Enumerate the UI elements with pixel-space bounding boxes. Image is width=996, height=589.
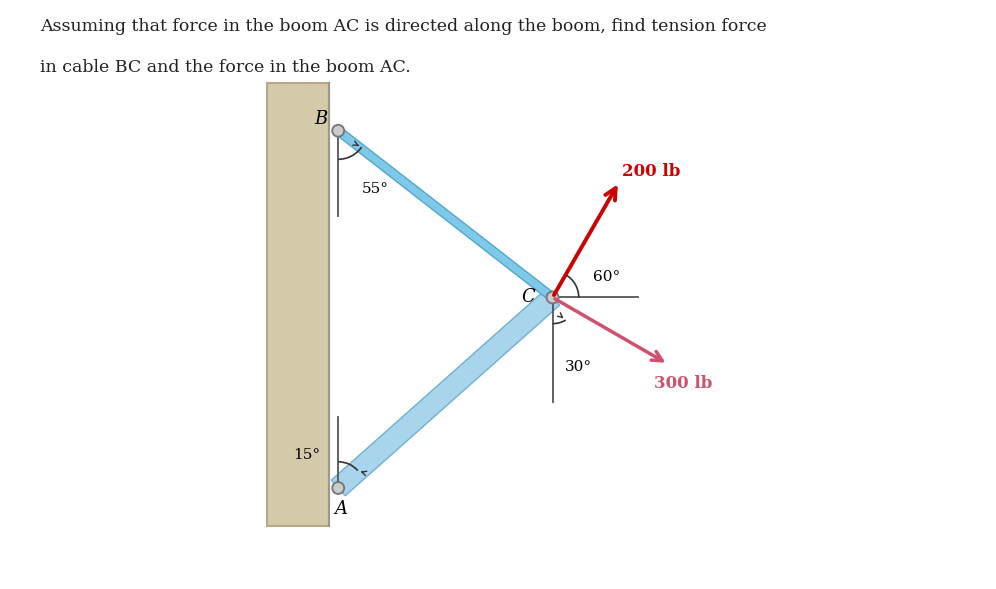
Circle shape <box>332 124 345 137</box>
Text: 15°: 15° <box>293 448 320 462</box>
Polygon shape <box>332 290 560 496</box>
Text: A: A <box>335 500 348 518</box>
Polygon shape <box>336 127 555 301</box>
Text: 300 lb: 300 lb <box>653 375 712 392</box>
Text: 60°: 60° <box>593 270 621 284</box>
Text: B: B <box>315 110 328 128</box>
Circle shape <box>334 484 343 492</box>
Circle shape <box>334 127 343 135</box>
Circle shape <box>547 291 559 304</box>
Circle shape <box>332 482 345 494</box>
Text: C: C <box>522 288 536 306</box>
Text: Assuming that force in the boom AC is directed along the boom, find tension forc: Assuming that force in the boom AC is di… <box>40 18 767 35</box>
Text: 200 lb: 200 lb <box>622 163 680 180</box>
Circle shape <box>548 293 557 302</box>
Text: 55°: 55° <box>362 181 389 196</box>
Text: 30°: 30° <box>565 360 592 374</box>
Bar <box>267 83 329 526</box>
Text: in cable BC and the force in the boom AC.: in cable BC and the force in the boom AC… <box>40 59 410 76</box>
